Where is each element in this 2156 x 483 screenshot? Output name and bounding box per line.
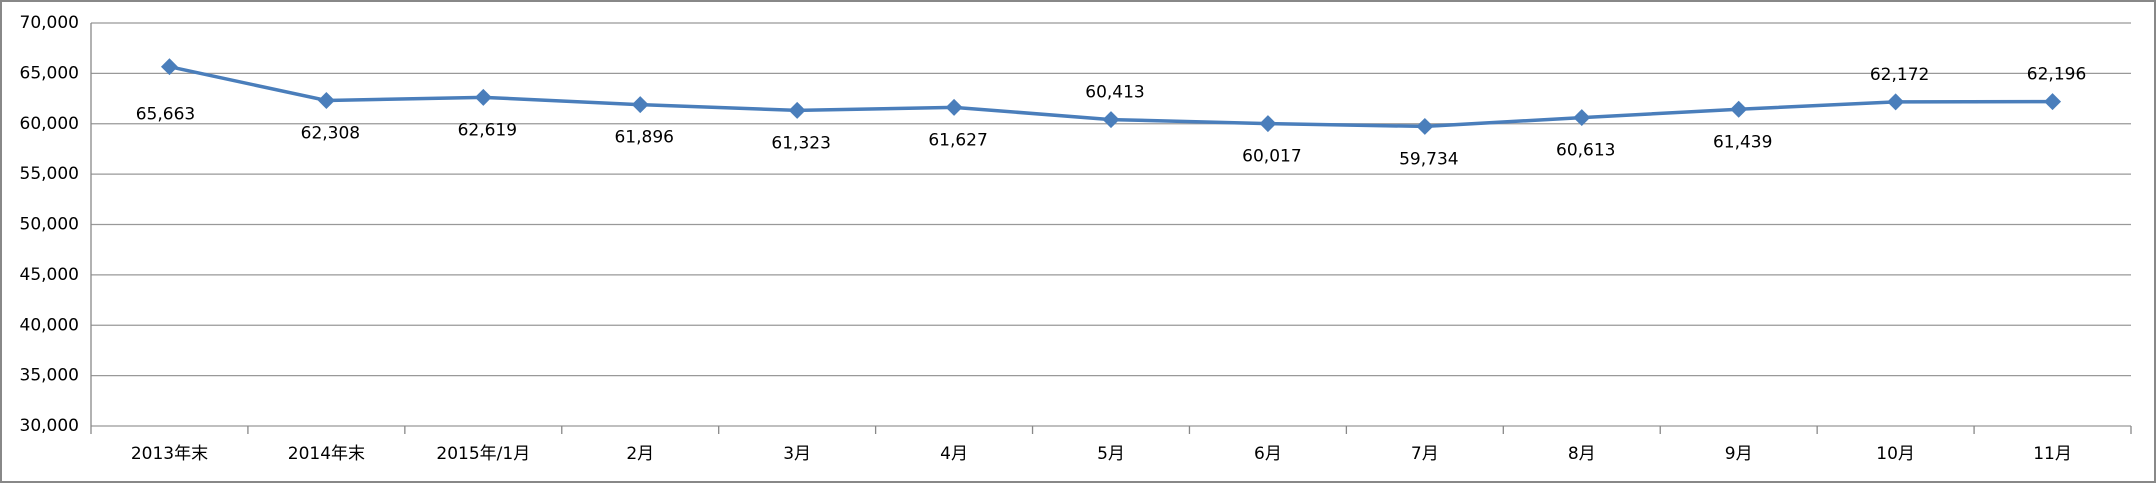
data-label: 61,627 xyxy=(928,130,987,150)
y-tick-label: 45,000 xyxy=(20,265,79,285)
y-tick-label: 65,000 xyxy=(20,63,79,83)
y-tick-label: 55,000 xyxy=(20,164,79,184)
data-point xyxy=(788,101,806,119)
data-label: 62,619 xyxy=(458,120,517,140)
data-label: 62,308 xyxy=(301,123,360,143)
data-point xyxy=(474,88,492,106)
y-tick-label: 30,000 xyxy=(20,416,79,436)
x-tick-label: 2015年/1月 xyxy=(436,444,530,464)
data-label: 61,323 xyxy=(771,133,830,153)
data-label: 62,172 xyxy=(1870,65,1929,85)
x-tick-label: 3月 xyxy=(783,444,811,464)
data-point xyxy=(631,96,649,114)
data-label: 65,663 xyxy=(136,105,195,125)
x-tick-label: 10月 xyxy=(1876,444,1915,464)
x-tick-label: 2014年末 xyxy=(288,444,365,464)
x-tick-label: 11月 xyxy=(2033,444,2072,464)
x-tick-label: 4月 xyxy=(940,444,968,464)
y-tick-label: 60,000 xyxy=(20,114,79,134)
x-tick-label: 2013年末 xyxy=(131,444,208,464)
y-tick-label: 70,000 xyxy=(20,13,79,33)
y-tick-label: 40,000 xyxy=(20,315,79,335)
data-label: 60,413 xyxy=(1085,83,1144,103)
data-label: 60,017 xyxy=(1242,147,1301,167)
x-tick-label: 2月 xyxy=(626,444,654,464)
x-tick-label: 8月 xyxy=(1568,444,1596,464)
data-label: 61,896 xyxy=(614,128,673,148)
x-tick-label: 9月 xyxy=(1725,444,1753,464)
y-tick-label: 35,000 xyxy=(20,366,79,386)
x-tick-label: 6月 xyxy=(1254,444,1282,464)
data-point xyxy=(317,92,335,109)
data-label: 62,196 xyxy=(2027,65,2086,85)
x-tick-label: 5月 xyxy=(1097,444,1125,464)
data-label: 61,439 xyxy=(1713,132,1772,152)
data-label: 60,613 xyxy=(1556,141,1615,161)
data-label: 59,734 xyxy=(1399,149,1458,169)
x-tick-label: 7月 xyxy=(1411,444,1439,464)
y-tick-label: 50,000 xyxy=(20,215,79,235)
